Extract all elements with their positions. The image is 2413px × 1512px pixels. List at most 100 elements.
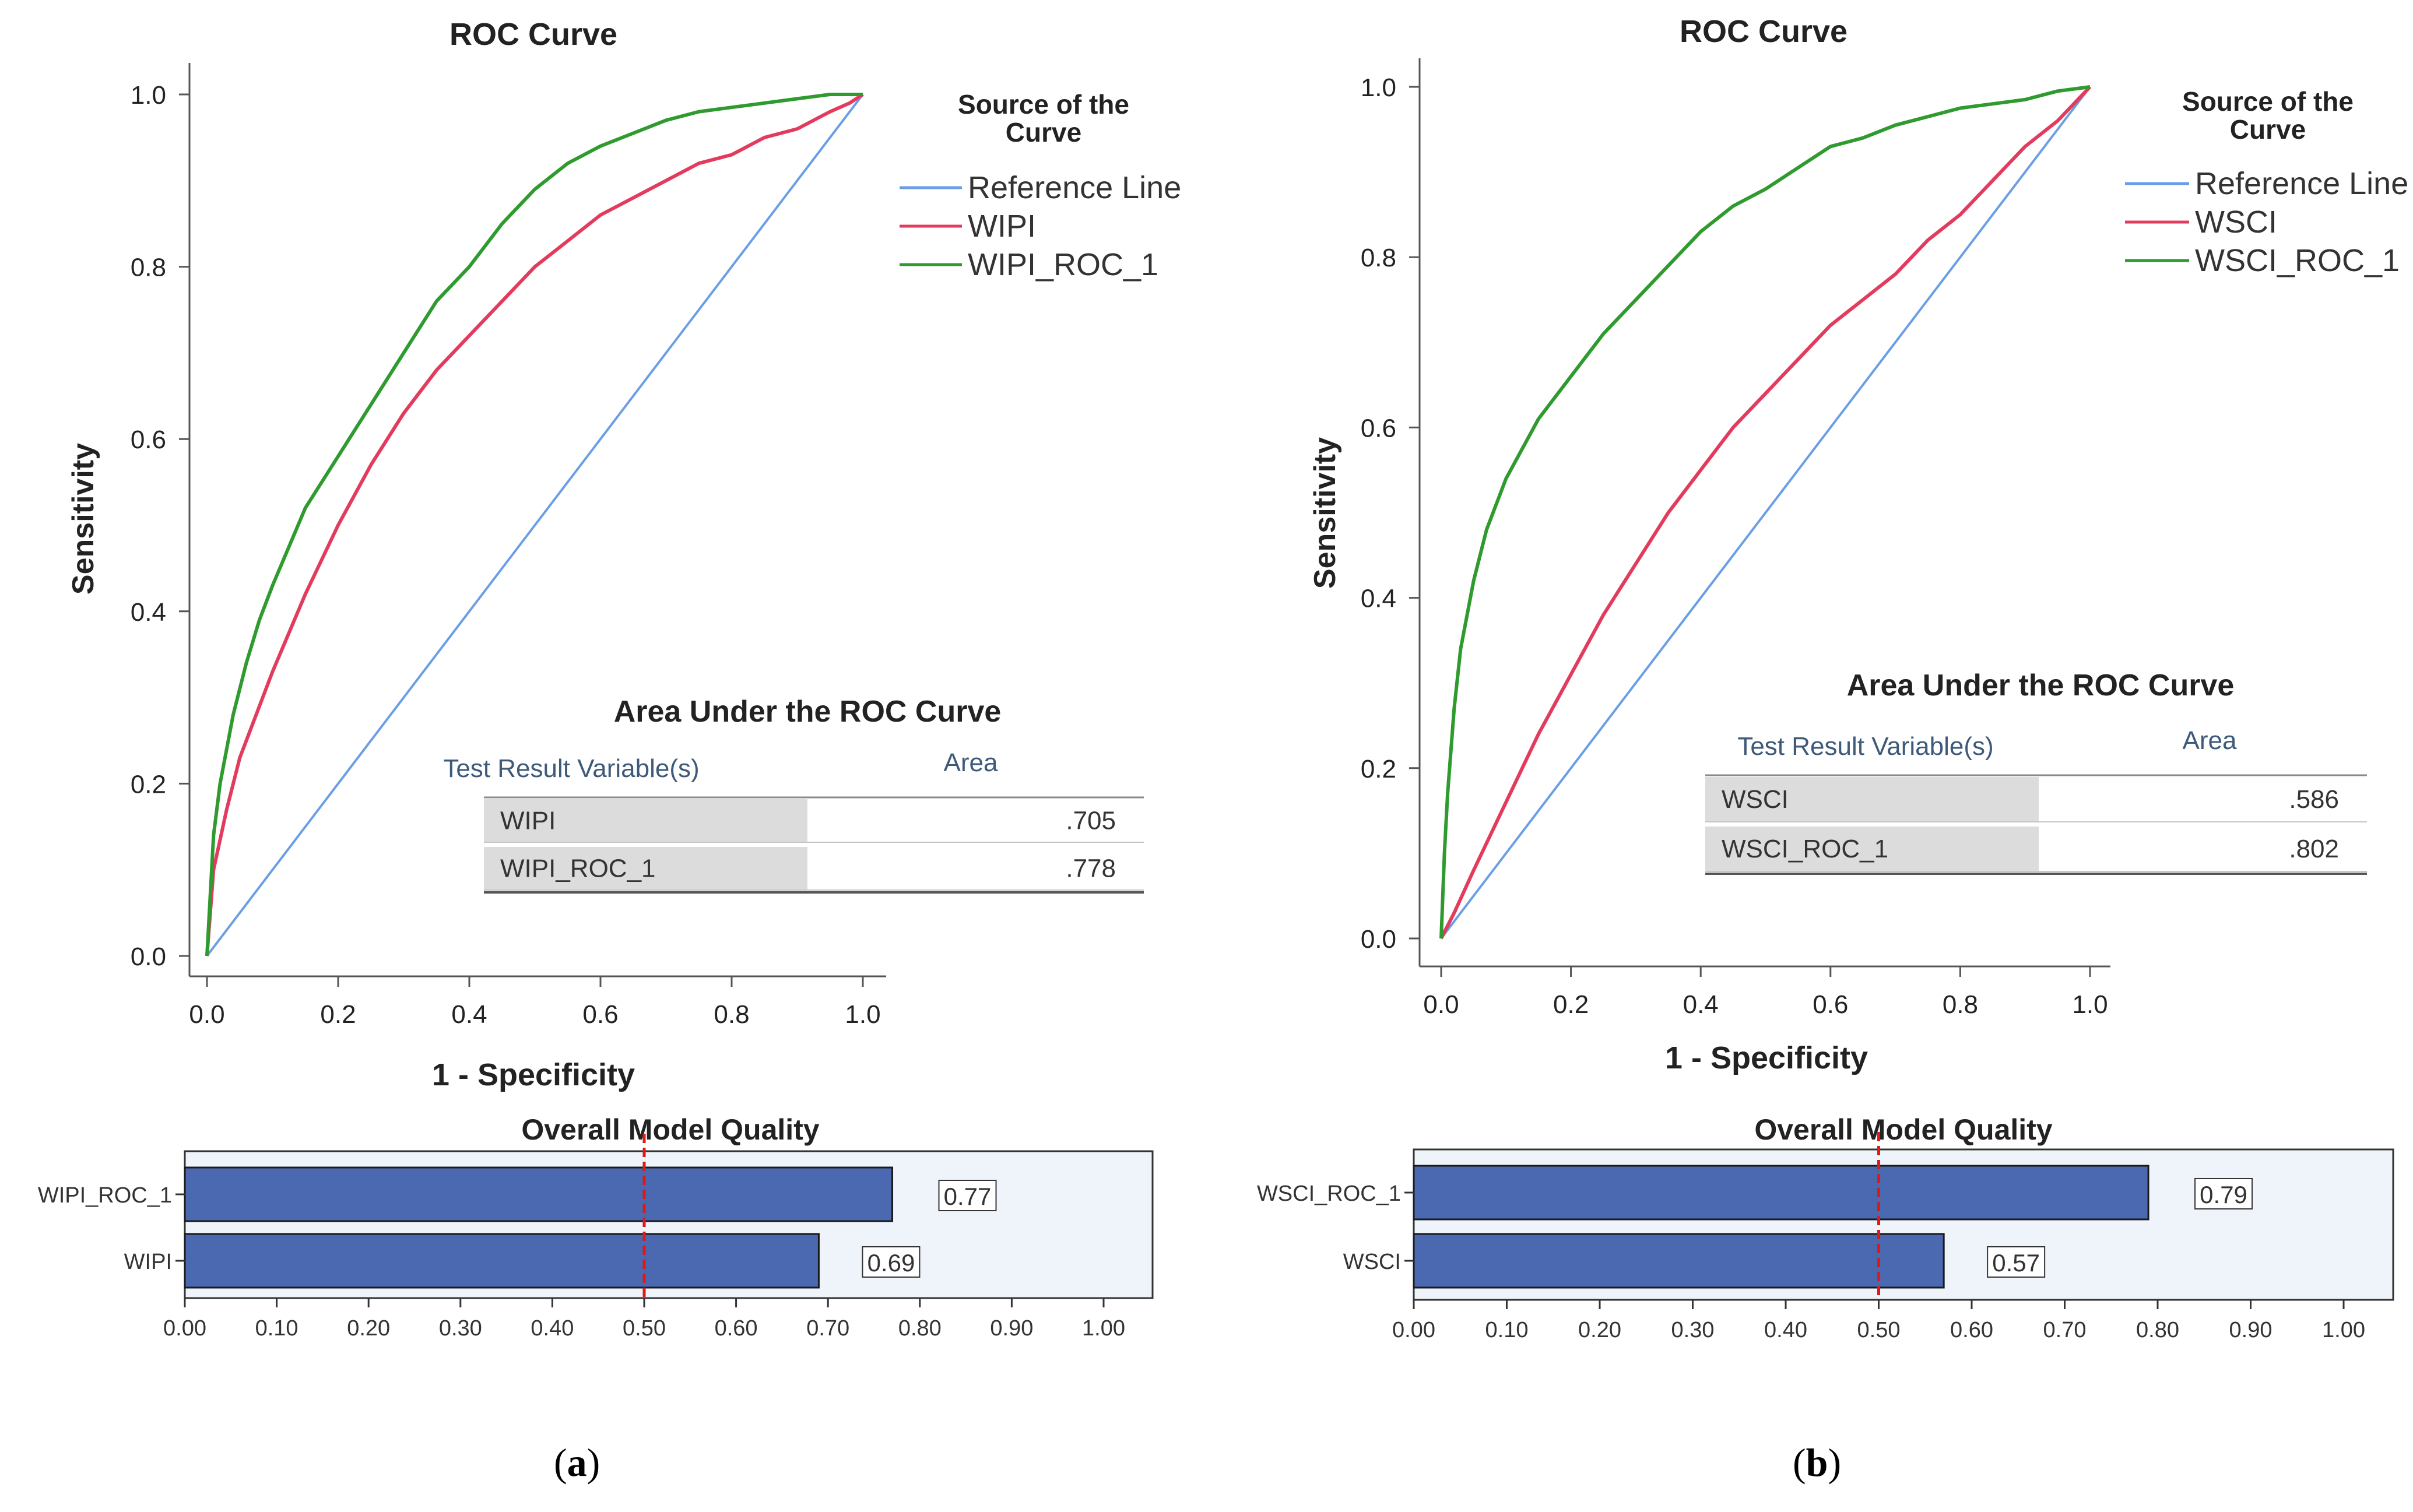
quality-value-label: 0.69	[867, 1249, 915, 1277]
quality-x-tick-label: 0.50	[1857, 1318, 1901, 1342]
legend-title: Source of the	[2182, 86, 2354, 117]
roc-x-tick-label: 0.4	[1683, 990, 1719, 1019]
roc-x-tick-label: 0.0	[1423, 990, 1459, 1019]
legend-title: Curve	[2230, 114, 2306, 145]
quality-value-label: 0.79	[2200, 1181, 2247, 1208]
auc-row-name: WSCI_ROC_1	[1722, 835, 1888, 863]
quality-x-tick-label: 0.30	[439, 1316, 482, 1341]
auc-col-header: Area	[944, 748, 998, 777]
quality-x-tick-label: 0.60	[1950, 1318, 1993, 1342]
legend-label: Reference Line	[968, 170, 1181, 205]
roc-title: ROC Curve	[1680, 14, 1847, 49]
quality-value-box	[1987, 1246, 2046, 1278]
quality-x-tick-label: 0.00	[1392, 1318, 1435, 1342]
quality-value-box	[2194, 1178, 2253, 1209]
auc-row-shade	[1705, 777, 2039, 822]
roc-y-label: Sensitivity	[1308, 437, 1342, 589]
quality-x-tick-label: 0.00	[163, 1316, 206, 1341]
legend-label: Reference Line	[2195, 166, 2408, 201]
roc-x-tick-label: 0.2	[320, 1000, 356, 1029]
roc-series-wsci-roc-1	[1439, 85, 2091, 939]
roc-title: ROC Curve	[449, 17, 617, 52]
auc-row-shade	[1705, 827, 2039, 871]
roc-y-tick-label: 0.4	[131, 598, 166, 627]
quality-x-tick-label: 1.00	[2322, 1318, 2365, 1342]
quality-title: Overall Model Quality	[521, 1113, 819, 1146]
auc-row-name: WSCI	[1722, 785, 1789, 814]
quality-bar	[184, 1233, 820, 1289]
roc-x-tick-label: 0.6	[1813, 990, 1848, 1019]
quality-x-tick-label: 0.60	[715, 1316, 758, 1341]
quality-value-box	[862, 1246, 921, 1278]
quality-x-tick-label: 0.90	[2229, 1318, 2272, 1342]
quality-x-tick-label: 0.90	[990, 1316, 1033, 1341]
roc-x-tick-label: 0.8	[1943, 990, 1978, 1019]
panel-a: ROC Curve 0.0 0.0 0.2 0.2 0.4 0.4 0.6 0.6 0.8 0.8 1…	[38, 17, 1181, 1341]
quality-x-tick-label: 0.40	[1764, 1318, 1807, 1342]
roc-y-tick-label: 0.4	[1361, 585, 1396, 613]
roc-x-tick-label: 0.0	[189, 1000, 224, 1029]
quality-x-tick-label: 0.40	[531, 1316, 574, 1341]
roc-y-tick-label: 0.6	[1361, 414, 1396, 442]
legend-label: WIPI_ROC_1	[968, 247, 1158, 282]
quality-bar	[1413, 1165, 2149, 1221]
auc-row-area: .705	[1066, 807, 1116, 835]
legend-label: WSCI_ROC_1	[2195, 243, 2400, 278]
quality-x-tick-label: 1.00	[1082, 1316, 1125, 1341]
roc-series-reference line	[1440, 86, 2091, 940]
roc-y-tick-label: 1.0	[1361, 73, 1396, 102]
quality-x-tick-label: 0.20	[1578, 1318, 1621, 1342]
auc-row-area: .586	[2289, 785, 2339, 814]
quality-x-tick-label: 0.80	[2136, 1318, 2179, 1342]
quality-x-tick-label: 0.70	[2043, 1318, 2087, 1342]
auc-row-name: WIPI_ROC_1	[500, 855, 656, 883]
roc-x-tick-label: 0.6	[582, 1000, 618, 1029]
quality-bar-label: WSCI	[1343, 1250, 1401, 1274]
roc-x-tick-label: 0.8	[714, 1000, 749, 1029]
quality-title: Overall Model Quality	[1754, 1113, 2052, 1146]
roc-y-tick-label: 0.0	[1361, 925, 1396, 954]
panel-caption-b: (b)	[1793, 1440, 1842, 1485]
roc-y-tick-label: 0.8	[1361, 244, 1396, 272]
legend-title: Source of the	[958, 89, 1129, 119]
roc-series-wipi	[205, 93, 864, 957]
quality-bar	[1413, 1233, 1945, 1289]
quality-value-label: 0.77	[944, 1183, 992, 1210]
panel-b: ROC Curve 0.0 0.0 0.2 0.2 0.4 0.4 0.6 0.6 0.8 0.8 1…	[1257, 14, 2408, 1342]
roc-series-wipi-roc-1	[205, 93, 863, 957]
roc-y-tick-label: 0.0	[131, 943, 166, 971]
roc-series-wsci	[1439, 85, 2092, 940]
roc-x-tick-label: 1.0	[845, 1000, 880, 1029]
roc-x-label: 1 - Specificity	[1665, 1040, 1868, 1075]
quality-x-tick-label: 0.80	[898, 1316, 942, 1341]
auc-row-shade	[484, 799, 807, 842]
quality-value-label: 0.57	[1992, 1249, 2040, 1277]
roc-y-tick-label: 0.2	[131, 770, 166, 799]
quality-x-tick-label: 0.10	[1485, 1318, 1529, 1342]
roc-x-tick-label: 0.2	[1553, 990, 1589, 1019]
legend-label: WSCI	[2195, 205, 2277, 240]
legend-label: WIPI	[968, 209, 1036, 244]
roc-x-label: 1 - Specificity	[432, 1057, 635, 1092]
auc-table-title: Area Under the ROC Curve	[614, 695, 1002, 729]
auc-table-title: Area Under the ROC Curve	[1847, 669, 2235, 702]
quality-bar-label: WSCI_ROC_1	[1257, 1182, 1401, 1206]
roc-y-tick-label: 0.2	[1361, 755, 1396, 783]
quality-bar	[184, 1166, 894, 1222]
quality-bar-label: WIPI_ROC_1	[38, 1183, 172, 1208]
auc-col-header: Test Result Variable(s)	[1737, 732, 1993, 761]
quality-x-tick-label: 0.20	[347, 1316, 390, 1341]
auc-col-header: Area	[2183, 726, 2237, 755]
roc-x-tick-label: 0.4	[451, 1000, 487, 1029]
quality-x-tick-label: 0.70	[806, 1316, 849, 1341]
quality-bar-label: WIPI	[124, 1250, 172, 1274]
roc-series-reference line	[206, 93, 864, 957]
auc-row-shade	[484, 847, 807, 890]
roc-y-label: Sensitivity	[66, 443, 100, 595]
roc-y-tick-label: 1.0	[131, 81, 166, 110]
quality-value-box	[938, 1180, 997, 1211]
quality-x-tick-label: 0.50	[623, 1316, 666, 1341]
auc-col-header: Test Result Variable(s)	[443, 754, 699, 783]
